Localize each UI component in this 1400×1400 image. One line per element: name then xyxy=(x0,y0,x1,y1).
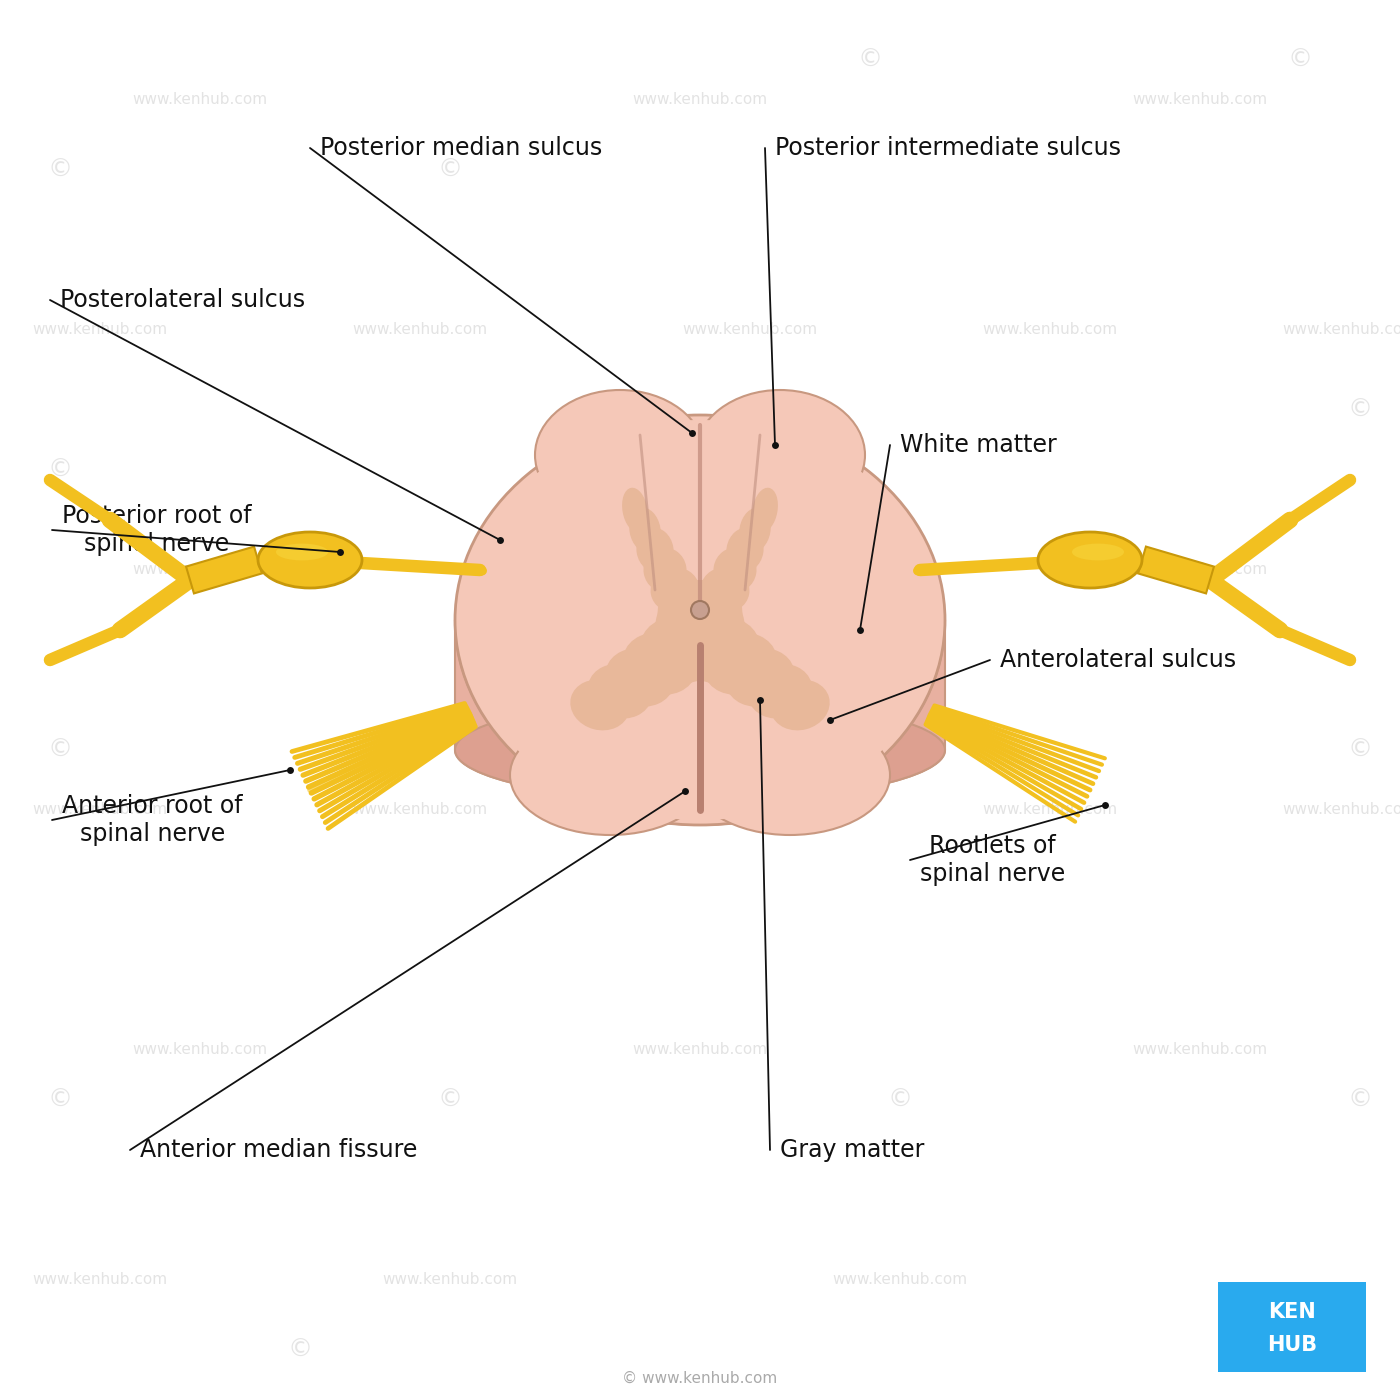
Text: www.kenhub.com: www.kenhub.com xyxy=(32,802,168,818)
Text: © www.kenhub.com: © www.kenhub.com xyxy=(623,1371,777,1386)
Ellipse shape xyxy=(1072,543,1124,560)
Ellipse shape xyxy=(535,391,706,519)
Text: ©: © xyxy=(888,1088,913,1112)
Text: ©: © xyxy=(48,738,73,762)
Ellipse shape xyxy=(690,708,850,801)
Text: www.kenhub.com: www.kenhub.com xyxy=(353,802,487,818)
Ellipse shape xyxy=(727,528,763,573)
Text: ©: © xyxy=(48,158,73,182)
Ellipse shape xyxy=(623,633,697,694)
Text: www.kenhub.com: www.kenhub.com xyxy=(1133,1043,1267,1057)
Text: www.kenhub.com: www.kenhub.com xyxy=(133,563,267,577)
Text: www.kenhub.com: www.kenhub.com xyxy=(633,563,767,577)
Text: www.kenhub.com: www.kenhub.com xyxy=(1133,563,1267,577)
Text: Anterior median fissure: Anterior median fissure xyxy=(140,1138,417,1162)
Text: www.kenhub.com: www.kenhub.com xyxy=(133,92,267,108)
Ellipse shape xyxy=(276,543,328,560)
Ellipse shape xyxy=(770,679,830,731)
Ellipse shape xyxy=(510,715,710,834)
Polygon shape xyxy=(455,620,945,825)
Text: www.kenhub.com: www.kenhub.com xyxy=(633,92,767,108)
Text: www.kenhub.com: www.kenhub.com xyxy=(1282,322,1400,337)
Text: Rootlets of
spinal nerve: Rootlets of spinal nerve xyxy=(920,834,1065,886)
Ellipse shape xyxy=(690,715,890,834)
Text: Posterolateral sulcus: Posterolateral sulcus xyxy=(60,288,305,312)
Ellipse shape xyxy=(455,414,945,825)
Text: www.kenhub.com: www.kenhub.com xyxy=(1282,802,1400,818)
Ellipse shape xyxy=(725,648,795,707)
Ellipse shape xyxy=(658,588,713,633)
Text: ©: © xyxy=(1347,398,1372,421)
Text: www.kenhub.com: www.kenhub.com xyxy=(32,322,168,337)
Text: KEN: KEN xyxy=(1268,1302,1316,1322)
Text: www.kenhub.com: www.kenhub.com xyxy=(633,1043,767,1057)
Text: ©: © xyxy=(857,48,882,71)
Ellipse shape xyxy=(655,580,745,680)
Text: www.kenhub.com: www.kenhub.com xyxy=(353,322,487,337)
Ellipse shape xyxy=(605,648,675,707)
Text: Gray matter: Gray matter xyxy=(780,1138,924,1162)
Ellipse shape xyxy=(461,420,939,820)
Text: ©: © xyxy=(437,1088,462,1112)
Text: www.kenhub.com: www.kenhub.com xyxy=(133,1043,267,1057)
Ellipse shape xyxy=(651,567,700,613)
Circle shape xyxy=(692,601,708,619)
Text: White matter: White matter xyxy=(900,433,1057,456)
Text: Posterior median sulcus: Posterior median sulcus xyxy=(321,136,602,160)
Text: Anterior root of
spinal nerve: Anterior root of spinal nerve xyxy=(62,794,242,846)
Text: www.kenhub.com: www.kenhub.com xyxy=(1133,92,1267,108)
Polygon shape xyxy=(186,546,262,594)
Ellipse shape xyxy=(258,532,363,588)
Text: www.kenhub.com: www.kenhub.com xyxy=(32,1273,168,1288)
Text: ©: © xyxy=(1288,48,1313,71)
Text: Posterior root of
spinal nerve: Posterior root of spinal nerve xyxy=(62,504,252,556)
Ellipse shape xyxy=(714,547,756,592)
Ellipse shape xyxy=(680,617,760,683)
Text: ©: © xyxy=(287,1338,312,1362)
Text: ©: © xyxy=(1347,738,1372,762)
Ellipse shape xyxy=(748,664,812,718)
Text: ©: © xyxy=(48,458,73,482)
Ellipse shape xyxy=(739,508,771,553)
Ellipse shape xyxy=(637,528,673,573)
Text: ©: © xyxy=(48,1088,73,1112)
Text: www.kenhub.com: www.kenhub.com xyxy=(682,802,818,818)
Text: ©: © xyxy=(1347,1088,1372,1112)
Text: www.kenhub.com: www.kenhub.com xyxy=(682,322,818,337)
Text: HUB: HUB xyxy=(1267,1336,1317,1355)
Ellipse shape xyxy=(687,588,742,633)
Text: www.kenhub.com: www.kenhub.com xyxy=(382,1273,518,1288)
Ellipse shape xyxy=(640,617,720,683)
Ellipse shape xyxy=(570,679,630,731)
Ellipse shape xyxy=(588,664,652,718)
Ellipse shape xyxy=(703,633,777,694)
Ellipse shape xyxy=(622,487,648,532)
Ellipse shape xyxy=(550,708,710,801)
FancyBboxPatch shape xyxy=(1218,1282,1366,1372)
Text: www.kenhub.com: www.kenhub.com xyxy=(833,1273,967,1288)
Ellipse shape xyxy=(1037,532,1142,588)
Polygon shape xyxy=(1138,546,1214,594)
Text: ©: © xyxy=(437,158,462,182)
Ellipse shape xyxy=(700,567,749,613)
Text: www.kenhub.com: www.kenhub.com xyxy=(983,322,1117,337)
Text: www.kenhub.com: www.kenhub.com xyxy=(983,802,1117,818)
Ellipse shape xyxy=(694,391,865,519)
Ellipse shape xyxy=(455,699,945,801)
Text: Posterior intermediate sulcus: Posterior intermediate sulcus xyxy=(776,136,1121,160)
Ellipse shape xyxy=(644,547,686,592)
Ellipse shape xyxy=(629,508,661,553)
Text: Anterolateral sulcus: Anterolateral sulcus xyxy=(1000,648,1236,672)
Ellipse shape xyxy=(752,487,778,532)
